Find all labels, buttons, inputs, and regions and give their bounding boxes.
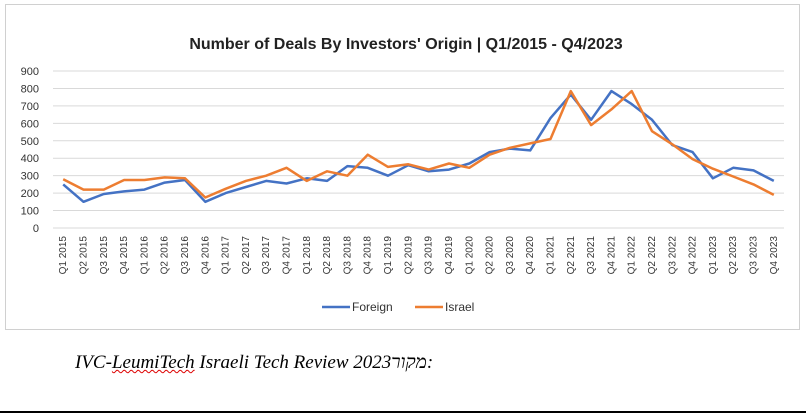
y-tick-label: 900 bbox=[21, 66, 39, 78]
legend-label-israel: Israel bbox=[445, 300, 474, 314]
y-tick-label: 100 bbox=[21, 206, 39, 218]
x-tick-label: Q3 2016 bbox=[180, 236, 191, 275]
x-tick-label: Q1 2017 bbox=[221, 236, 232, 275]
series-lines bbox=[62, 89, 775, 204]
x-tick-label: Q4 2015 bbox=[119, 236, 130, 275]
y-tick-label: 600 bbox=[21, 118, 39, 130]
y-tick-label: 200 bbox=[21, 188, 39, 200]
x-tick-label: Q3 2021 bbox=[586, 236, 597, 275]
x-tick-label: Q1 2016 bbox=[139, 236, 150, 275]
source-label: :מקור bbox=[391, 352, 438, 373]
divider bbox=[0, 411, 806, 413]
source-caption: IVC-LeumiTech Israeli Tech Review 2023 :… bbox=[75, 352, 438, 374]
series-line-israel bbox=[62, 89, 775, 199]
source-prefix: IVC- bbox=[75, 352, 112, 373]
x-tick-label: Q2 2018 bbox=[322, 236, 333, 275]
x-tick-label: Q1 2022 bbox=[627, 236, 638, 275]
x-tick-label: Q4 2020 bbox=[525, 236, 536, 275]
x-tick-label: Q1 2023 bbox=[708, 236, 719, 275]
x-tick-label: Q4 2016 bbox=[200, 236, 211, 275]
x-axis-ticks: Q1 2015 Q2 2015 Q3 2015 Q4 2015 Q1 2016 Q2 20… bbox=[58, 236, 780, 275]
x-tick-label: Q2 2023 bbox=[728, 236, 739, 275]
x-tick-label: Q4 2021 bbox=[606, 236, 617, 275]
x-tick-label: Q4 2019 bbox=[444, 236, 455, 275]
x-tick-label: Q3 2019 bbox=[424, 236, 435, 275]
x-tick-label: Q4 2018 bbox=[363, 236, 374, 275]
x-tick-label: Q2 2021 bbox=[566, 236, 577, 275]
x-tick-label: Q4 2017 bbox=[282, 236, 293, 275]
y-tick-label: 300 bbox=[21, 171, 39, 183]
source-misspelled-word: LeumiTech bbox=[111, 352, 195, 373]
x-tick-label: Q3 2018 bbox=[342, 236, 353, 275]
gridlines bbox=[53, 70, 784, 229]
y-tick-label: 800 bbox=[21, 83, 39, 95]
x-tick-label: Q1 2015 bbox=[58, 236, 69, 275]
chart-container: Number of Deals By Investors' Origin | Q… bbox=[5, 4, 800, 330]
y-tick-label: 500 bbox=[21, 136, 39, 148]
x-tick-label: Q1 2020 bbox=[464, 236, 475, 275]
x-tick-label: Q2 2015 bbox=[78, 236, 89, 275]
x-tick-label: Q3 2023 bbox=[749, 236, 760, 275]
series-line-foreign bbox=[62, 89, 775, 204]
x-tick-label: Q2 2019 bbox=[403, 236, 414, 275]
x-tick-label: Q2 2016 bbox=[160, 236, 171, 275]
y-tick-label: 0 bbox=[33, 223, 39, 235]
y-axis-ticks: 0 100 200 300 400 500 600 700 800 900 bbox=[21, 66, 39, 235]
x-tick-label: Q4 2023 bbox=[769, 236, 780, 275]
x-tick-label: Q1 2018 bbox=[302, 236, 313, 275]
legend: Foreign Israel bbox=[322, 300, 474, 314]
x-tick-label: Q3 2015 bbox=[99, 236, 110, 275]
source-title: Israeli Tech Review 2023 bbox=[194, 352, 392, 373]
x-tick-label: Q3 2022 bbox=[667, 236, 678, 275]
x-tick-label: Q2 2020 bbox=[485, 236, 496, 275]
x-tick-label: Q3 2020 bbox=[505, 236, 516, 275]
line-chart: Number of Deals By Investors' Origin | Q… bbox=[21, 36, 784, 314]
x-tick-label: Q2 2022 bbox=[647, 236, 658, 275]
chart-title: Number of Deals By Investors' Origin | Q… bbox=[189, 36, 622, 53]
x-tick-label: Q1 2019 bbox=[383, 236, 394, 275]
y-tick-label: 700 bbox=[21, 101, 39, 113]
x-tick-label: Q3 2017 bbox=[261, 236, 272, 275]
x-tick-label: Q1 2021 bbox=[545, 236, 556, 275]
x-tick-label: Q4 2022 bbox=[688, 236, 699, 275]
legend-label-foreign: Foreign bbox=[352, 300, 393, 314]
x-tick-label: Q2 2017 bbox=[241, 236, 252, 275]
y-tick-label: 400 bbox=[21, 153, 39, 165]
